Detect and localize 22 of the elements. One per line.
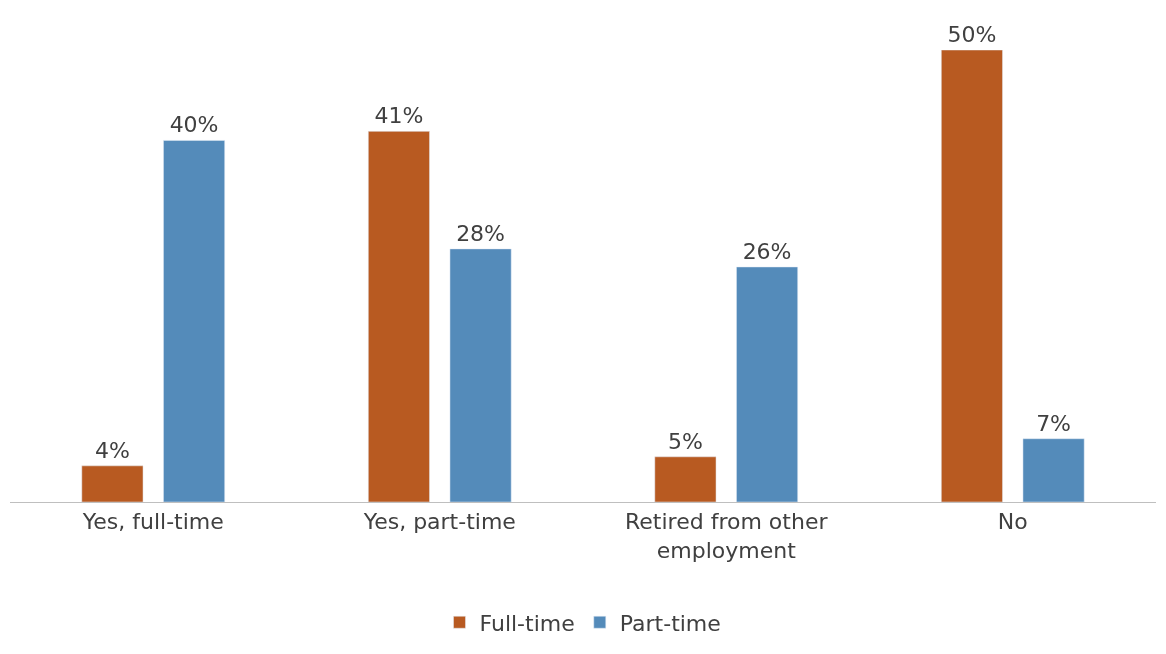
x-tick-label: Yes, part-time — [362, 509, 516, 535]
x-tick-label: No — [997, 509, 1028, 535]
data-label: 7% — [1036, 410, 1072, 436]
data-label: 41% — [374, 103, 424, 129]
bar — [654, 456, 717, 502]
data-label: 5% — [667, 428, 703, 454]
data-label: 4% — [94, 437, 130, 463]
bar — [368, 131, 430, 502]
bar — [449, 248, 512, 502]
bar — [81, 465, 144, 502]
bar — [1022, 438, 1085, 502]
legend-label: Part-time — [619, 610, 721, 636]
data-label: 50% — [947, 22, 997, 47]
data-label: 28% — [456, 220, 506, 246]
x-tick-label: Yes, full-time — [81, 509, 224, 535]
data-label: 26% — [742, 238, 792, 264]
x-tick-label: Retired from other employment — [625, 509, 829, 563]
bar — [736, 266, 798, 502]
legend-label: Full-time — [479, 610, 575, 636]
bar — [941, 50, 1003, 502]
data-label: 40% — [169, 112, 219, 138]
bar — [163, 140, 225, 502]
